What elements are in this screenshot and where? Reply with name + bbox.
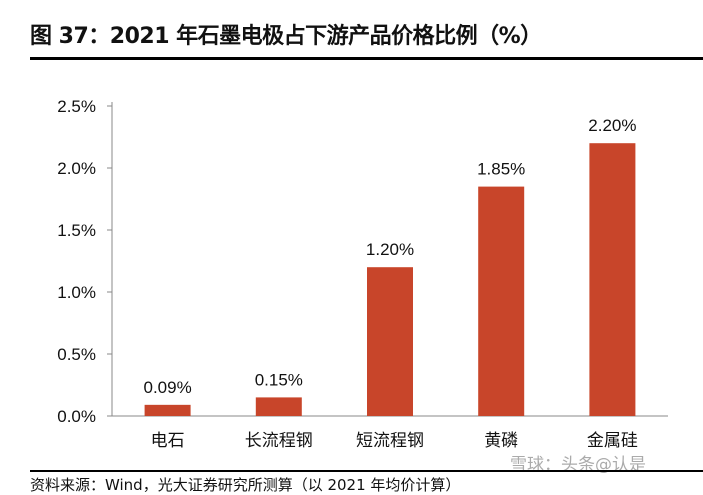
y-tick-label: 1.0% (57, 283, 96, 302)
data-label: 0.09% (143, 378, 191, 397)
source-rule (30, 470, 703, 472)
bar-3 (478, 186, 525, 416)
data-label: 0.15% (255, 370, 303, 389)
chart-title: 图 37：2021 年石墨电极占下游产品价格比例（%） (30, 24, 542, 49)
bar-2 (367, 267, 413, 416)
y-tick-label: 1.5% (57, 221, 96, 240)
bar-0 (144, 404, 191, 416)
data-label: 1.85% (477, 160, 525, 179)
x-tick-label: 黄磷 (484, 431, 518, 450)
data-label: 1.20% (366, 240, 414, 259)
y-tick-label: 0.0% (57, 407, 96, 426)
title-rule (30, 57, 703, 60)
x-tick-label: 电石 (151, 431, 185, 450)
data-label: 2.20% (588, 116, 636, 135)
bar-4 (589, 143, 636, 416)
bar-chart: 0.0% 0.5% 1.0% 1.5% 2.0% 2.5% 0.09% 电石 0.15% 长流程钢… (57, 97, 668, 450)
y-tick-label: 0.5% (57, 345, 96, 364)
x-tick-label: 长流程钢 (245, 431, 313, 450)
bar-1 (255, 397, 302, 416)
x-tick-label: 短流程钢 (356, 431, 424, 450)
x-tick-label: 金属硅 (587, 431, 638, 450)
y-tick-label: 2.5% (57, 97, 96, 116)
y-tick-label: 2.0% (57, 159, 96, 178)
source-note: 资料来源：Wind，光大证券研究所测算（以 2021 年均价计算） (30, 476, 461, 494)
